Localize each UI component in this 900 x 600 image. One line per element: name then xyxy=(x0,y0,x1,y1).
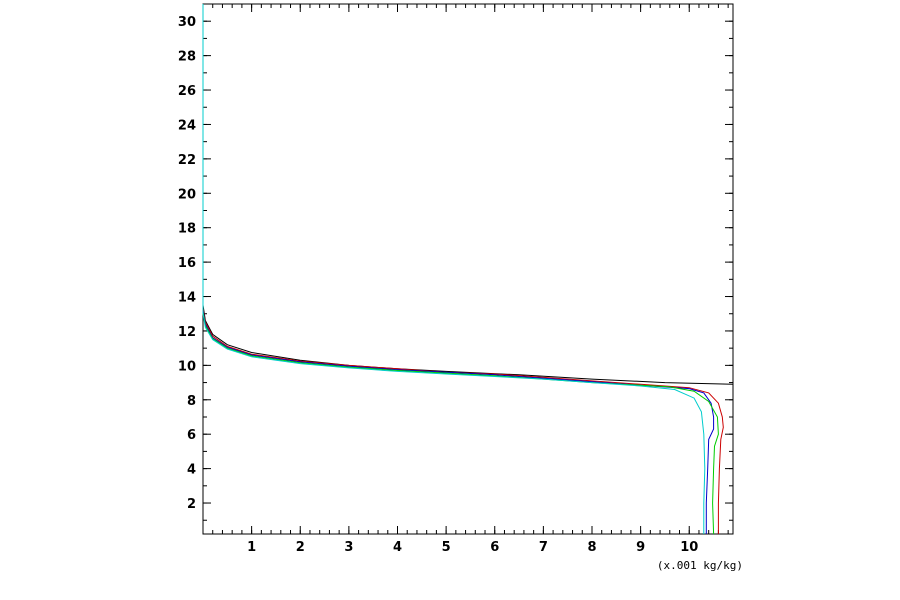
y-tick-label: 30 xyxy=(178,15,196,30)
x-tick-label: 1 xyxy=(247,540,256,555)
x-tick-label: 4 xyxy=(393,540,402,555)
y-tick-label: 6 xyxy=(187,428,196,443)
y-tick-label: 18 xyxy=(178,222,196,237)
y-tick-label: 24 xyxy=(178,118,196,133)
y-tick-label: 16 xyxy=(178,256,196,271)
x-tick-label: 7 xyxy=(539,540,548,555)
x-tick-label: 10 xyxy=(680,540,698,555)
series-line-5 xyxy=(202,4,706,534)
y-tick-label: 8 xyxy=(187,394,196,409)
y-tick-label: 26 xyxy=(178,84,196,99)
x-tick-label: 8 xyxy=(587,540,596,555)
plot-frame xyxy=(202,3,734,535)
series-lines xyxy=(202,4,734,535)
series-line-1 xyxy=(202,4,734,385)
x-tick-label: 2 xyxy=(296,540,305,555)
y-tick-label: 28 xyxy=(178,50,196,65)
y-tick-label: 12 xyxy=(178,325,196,340)
series-line-4 xyxy=(202,4,719,535)
y-tick-label: 20 xyxy=(178,187,196,202)
x-unit-label: (x.001 kg/kg) xyxy=(657,559,743,572)
y-tick-label: 14 xyxy=(178,291,196,306)
x-tick-label: 3 xyxy=(344,540,353,555)
x-tick-label: 5 xyxy=(442,540,451,555)
x-tick-label: 6 xyxy=(490,540,499,555)
axes xyxy=(202,3,734,535)
y-tick-label: 2 xyxy=(187,497,196,512)
series-line-3 xyxy=(202,4,715,534)
y-tick-label: 22 xyxy=(178,153,196,168)
y-tick-label: 4 xyxy=(187,463,196,478)
x-tick-label: 9 xyxy=(636,540,645,555)
y-tick-label: 10 xyxy=(178,359,196,374)
series-line-2 xyxy=(202,4,724,534)
